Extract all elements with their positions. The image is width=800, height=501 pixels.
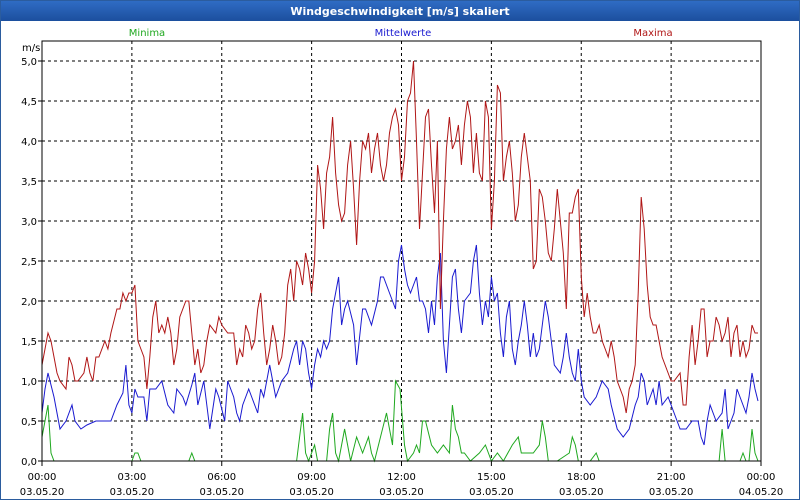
x-tick-date: 04.05.20 bbox=[739, 487, 784, 498]
x-tick-time: 06:00 bbox=[207, 472, 236, 483]
x-tick-date: 03.05.20 bbox=[199, 487, 244, 498]
y-tick-label: 4,5 bbox=[21, 97, 37, 108]
x-tick-date: 03.05.20 bbox=[469, 487, 514, 498]
series-line-mittelwerte bbox=[41, 244, 759, 446]
x-ticks: 00:00 03.05.20 03:00 03.05.20 06:00 03.05.20 0… bbox=[20, 461, 784, 498]
x-tick-date: 03.05.20 bbox=[20, 487, 65, 498]
x-tick-date: 03.05.20 bbox=[110, 487, 155, 498]
x-tick-time: 09:00 bbox=[297, 472, 326, 483]
x-tick-time: 00:00 bbox=[747, 472, 776, 483]
x-tick-date: 03.05.20 bbox=[649, 487, 694, 498]
x-tick-date: 03.05.20 bbox=[379, 487, 424, 498]
x-tick-time: 03:00 bbox=[117, 472, 146, 483]
y-tick-label: 3,5 bbox=[21, 177, 37, 188]
x-tick-time: 00:00 bbox=[28, 472, 57, 483]
x-tick-time: 18:00 bbox=[567, 472, 596, 483]
legend-minima: Minima bbox=[129, 28, 165, 39]
y-tick-label: 2,0 bbox=[21, 297, 37, 308]
x-tick-time: 12:00 bbox=[387, 472, 416, 483]
y-tick-label: 1,0 bbox=[21, 377, 37, 388]
y-tick-label: 2,5 bbox=[21, 257, 37, 268]
y-ticks: 0,0 0,5 1,0 1,5 2,0 2,5 3,0 3,5 4,0 4,5 5,0 bbox=[21, 57, 42, 468]
legend: Minima Mittelwerte Maxima bbox=[129, 28, 673, 39]
grid bbox=[42, 41, 761, 461]
legend-maxima: Maxima bbox=[633, 28, 672, 39]
x-tick-date: 03.05.20 bbox=[289, 487, 334, 498]
y-tick-label: 0,5 bbox=[21, 417, 37, 428]
x-tick-date: 03.05.20 bbox=[559, 487, 604, 498]
y-tick-label: 5,0 bbox=[21, 57, 37, 68]
y-tick-label: 4,0 bbox=[21, 137, 37, 148]
series-line-maxima bbox=[41, 60, 758, 414]
chart-title: Windgeschwindigkeit [m/s] skaliert bbox=[1, 1, 799, 21]
plot-border bbox=[41, 40, 762, 462]
x-tick-time: 21:00 bbox=[657, 472, 686, 483]
legend-mittelwerte: Mittelwerte bbox=[375, 28, 432, 39]
x-tick-time: 15:00 bbox=[477, 472, 506, 483]
y-tick-label: 3,0 bbox=[21, 217, 37, 228]
y-tick-label: 1,5 bbox=[21, 337, 37, 348]
y-tick-label: 0,0 bbox=[21, 457, 37, 468]
y-axis-label: m/s bbox=[22, 43, 40, 54]
